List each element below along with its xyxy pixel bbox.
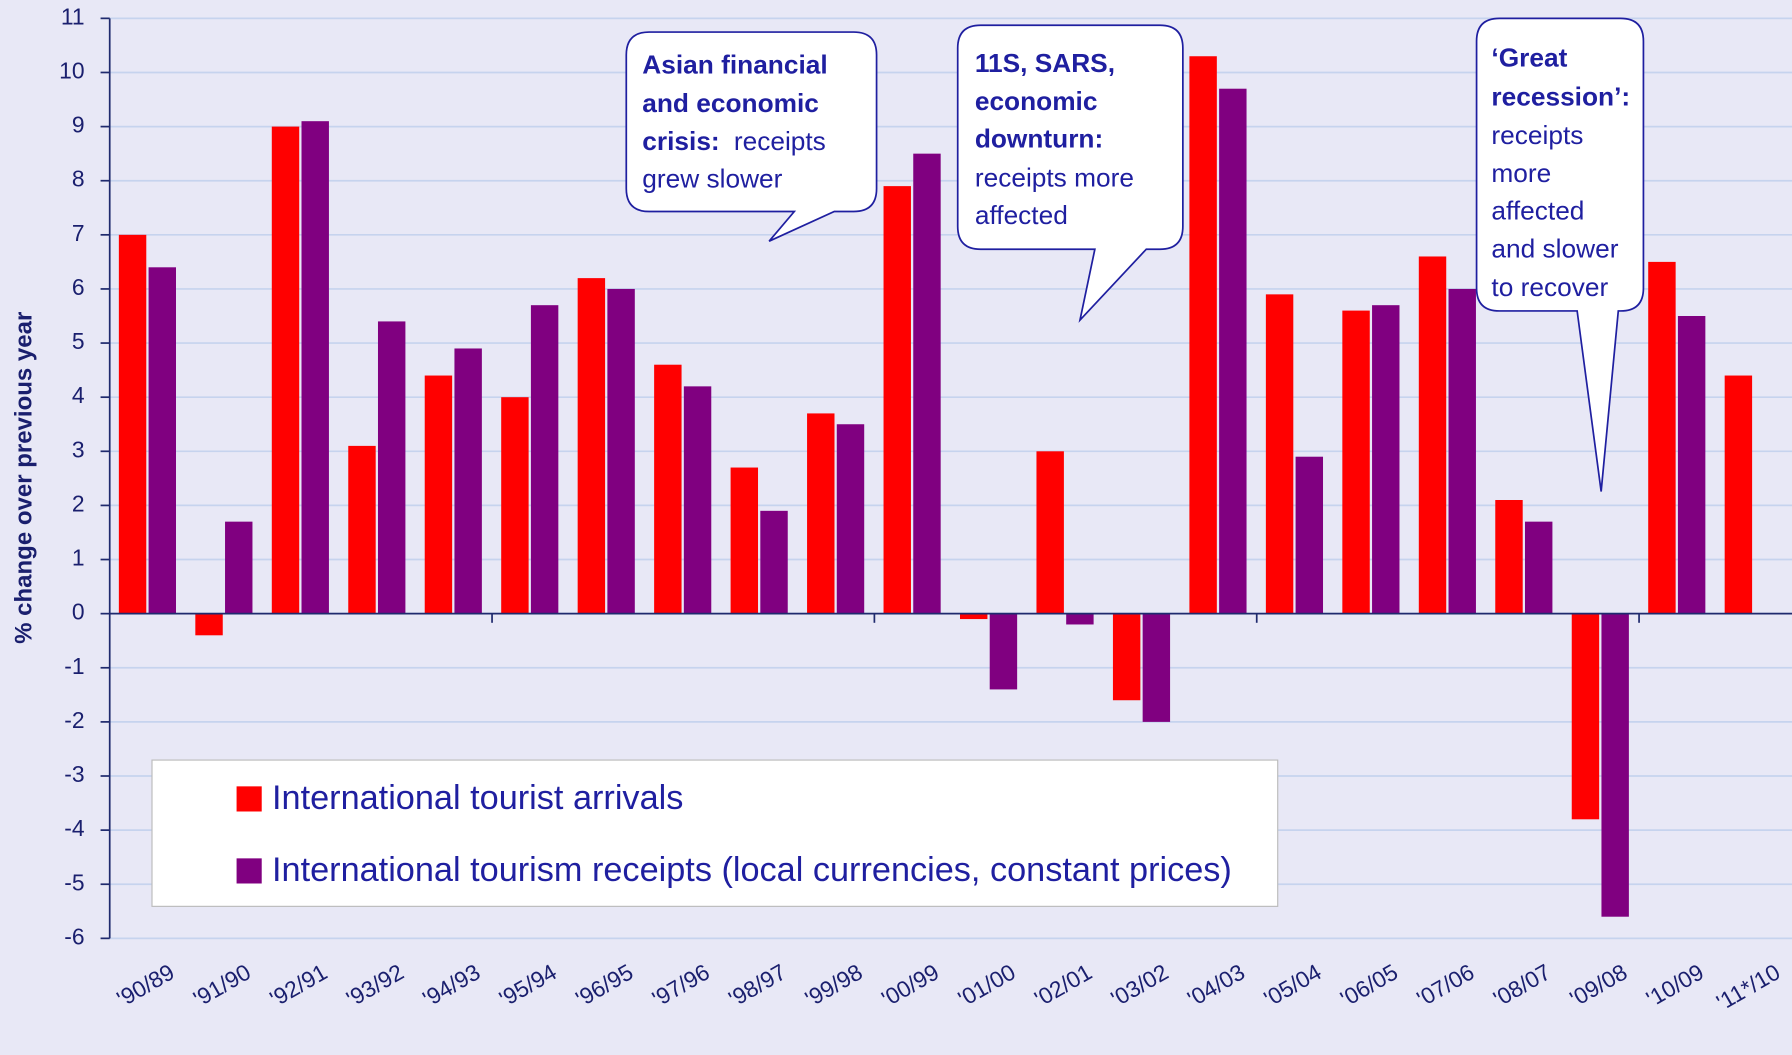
callout-shape [956,24,1184,323]
bar [577,278,606,614]
bar [807,413,835,614]
bar [883,186,911,614]
legend-label: International tourist arrivals [272,779,683,817]
legend-swatch [236,786,262,812]
bar [1066,613,1094,625]
bar [1724,375,1753,614]
bar [960,613,988,620]
y-tick-label: 7 [72,220,85,246]
bar [1448,288,1476,614]
y-tick-label: 4 [72,382,85,408]
bar [348,445,376,614]
bar [1036,451,1064,614]
y-tick-label: 5 [72,328,85,354]
bar [195,613,223,636]
bar [1189,56,1217,614]
bar [1142,613,1171,722]
y-tick-label: 2 [72,490,85,516]
bar [1372,305,1400,614]
y-tick-label: -6 [64,923,84,949]
legend-swatch [236,858,262,884]
bar [1677,316,1706,614]
callout-shape [1475,17,1645,492]
bar [1495,500,1523,614]
bar [654,364,682,614]
y-tick-label: -1 [64,653,84,679]
callout: ‘Great recession’: receipts more affecte… [1475,17,1645,492]
bar [454,348,482,614]
bar [1342,310,1370,614]
annotation: Asian financial and economic crisis: rec… [642,49,835,193]
bar [1112,613,1141,701]
y-tick-label: 10 [59,58,84,84]
y-tick-label: 6 [72,274,85,300]
bar [989,613,1018,690]
callout: 11S, SARS, economic downturn: receipts m… [956,24,1184,323]
bar [1418,256,1447,614]
bar [118,234,147,614]
bar [225,521,253,614]
bar [501,397,529,614]
bar [271,126,300,614]
bar [836,424,865,614]
bar [683,386,712,614]
bar [148,267,176,614]
bar [530,305,559,614]
legend-box [151,759,1279,907]
y-tick-label: 9 [72,112,85,138]
callout-shape [625,31,878,242]
y-tick-label: -3 [64,761,84,787]
y-tick-label: 11 [61,3,85,29]
y-tick-label: -4 [64,815,85,841]
y-axis-label: % change over previous year [10,312,37,644]
bar [913,153,941,614]
bar [1571,613,1600,820]
legend-label: International tourism receipts (local cu… [272,851,1232,889]
y-tick-label: 8 [72,166,85,192]
bar [424,375,453,614]
y-tick-label: 3 [72,436,85,462]
bar [1295,456,1324,614]
legend: International tourist arrivals Internati… [151,759,1279,907]
y-tick-label: 1 [72,545,85,571]
bar [730,467,759,614]
bar [1648,261,1676,614]
bar [760,510,788,614]
bar [1524,521,1553,614]
callout: Asian financial and economic crisis: rec… [625,31,878,242]
y-tick-label: 0 [72,599,85,625]
bar [1265,294,1294,614]
annotation: ‘Great recession’: receipts more affecte… [1491,42,1637,302]
y-tick-label: -2 [64,707,84,733]
bar [1219,88,1247,614]
bar [1601,613,1629,917]
bar [377,321,406,614]
bar [301,121,329,614]
annotation: 11S, SARS, economic downturn: receipts m… [975,48,1141,230]
bar [607,288,635,614]
bars [118,56,1753,917]
y-tick-label: -5 [64,869,84,895]
